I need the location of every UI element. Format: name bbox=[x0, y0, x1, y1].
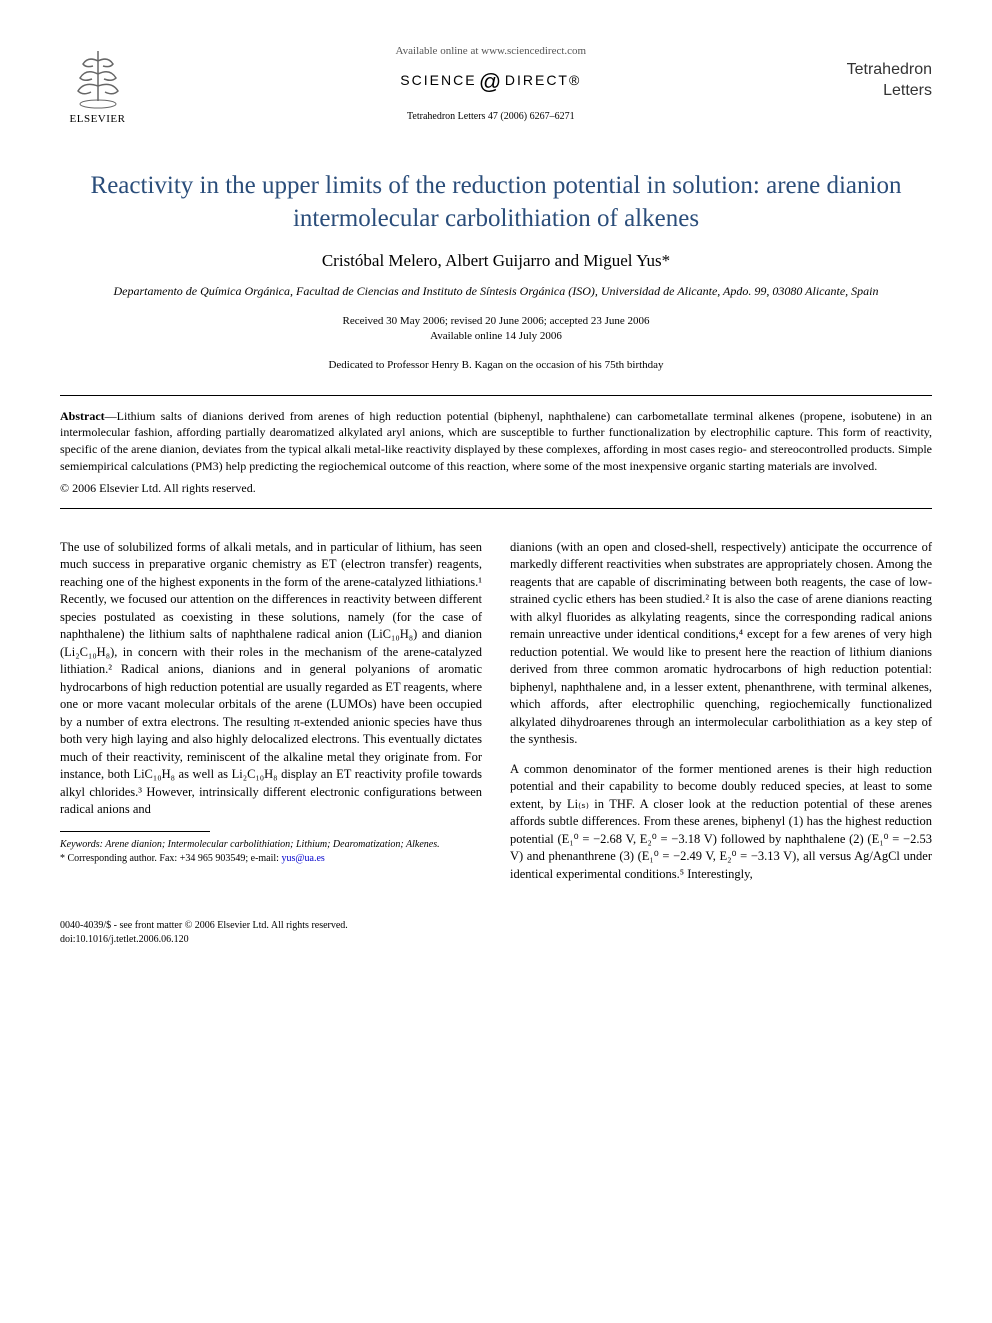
elsevier-text: ELSEVIER bbox=[70, 113, 126, 125]
dedication: Dedicated to Professor Henry B. Kagan on… bbox=[60, 359, 932, 371]
available-date: Available online 14 July 2006 bbox=[60, 329, 932, 344]
email-link[interactable]: yus@ua.es bbox=[281, 853, 324, 864]
body-paragraph: The use of solubilized forms of alkali m… bbox=[60, 539, 482, 819]
at-icon: @ bbox=[479, 69, 503, 95]
abstract-body: —Lithium salts of dianions derived from … bbox=[60, 409, 932, 473]
footer-doi: doi:10.1016/j.tetlet.2006.06.120 bbox=[60, 933, 932, 947]
body-column-left: The use of solubilized forms of alkali m… bbox=[60, 539, 482, 896]
dates: Received 30 May 2006; revised 20 June 20… bbox=[60, 314, 932, 345]
corresponding-text: * Corresponding author. Fax: +34 965 903… bbox=[60, 853, 281, 864]
abstract-container: Abstract—Lithium salts of dianions deriv… bbox=[60, 395, 932, 509]
available-online: Available online at www.sciencedirect.co… bbox=[135, 45, 847, 57]
abstract-label: Abstract bbox=[60, 409, 105, 423]
received-date: Received 30 May 2006; revised 20 June 20… bbox=[60, 314, 932, 329]
abstract-copyright: © 2006 Elsevier Ltd. All rights reserved… bbox=[60, 481, 932, 496]
body-paragraph: A common denominator of the former menti… bbox=[510, 761, 932, 884]
body-columns: The use of solubilized forms of alkali m… bbox=[60, 539, 932, 896]
science-direct-logo: SCIENCE@DIRECT® bbox=[135, 65, 847, 91]
direct-text: DIRECT® bbox=[505, 72, 581, 88]
article-title: Reactivity in the upper limits of the re… bbox=[60, 170, 932, 235]
keywords: Keywords: Arene dianion; Intermolecular … bbox=[60, 838, 482, 852]
journal-reference: Tetrahedron Letters 47 (2006) 6267–6271 bbox=[135, 111, 847, 122]
header-row: ELSEVIER Available online at www.science… bbox=[60, 40, 932, 130]
elsevier-tree-icon bbox=[68, 46, 128, 111]
page-footer: 0040-4039/$ - see front matter © 2006 El… bbox=[60, 919, 932, 947]
body-paragraph: dianions (with an open and closed-shell,… bbox=[510, 539, 932, 749]
affiliation: Departamento de Química Orgánica, Facult… bbox=[60, 283, 932, 300]
footer-issn: 0040-4039/$ - see front matter © 2006 El… bbox=[60, 919, 932, 933]
science-text: SCIENCE bbox=[400, 72, 476, 88]
elsevier-logo: ELSEVIER bbox=[60, 40, 135, 130]
journal-name: TetrahedronLetters bbox=[847, 40, 932, 102]
body-column-right: dianions (with an open and closed-shell,… bbox=[510, 539, 932, 896]
center-header: Available online at www.sciencedirect.co… bbox=[135, 40, 847, 122]
corresponding-author: * Corresponding author. Fax: +34 965 903… bbox=[60, 852, 482, 866]
authors: Cristóbal Melero, Albert Guijarro and Mi… bbox=[60, 251, 932, 271]
footnote-rule bbox=[60, 831, 210, 832]
abstract-text: Abstract—Lithium salts of dianions deriv… bbox=[60, 408, 932, 475]
